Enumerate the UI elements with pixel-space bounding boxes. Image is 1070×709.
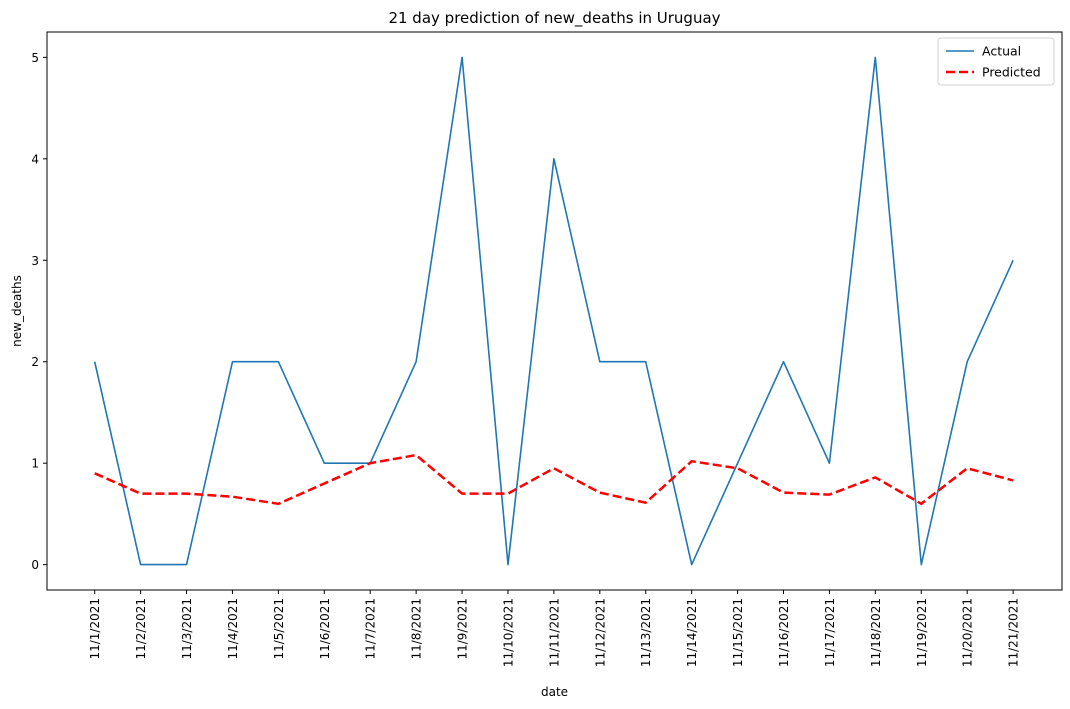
series-actual: [93, 56, 1014, 566]
x-tick-label: 11/16/2021: [777, 598, 791, 667]
x-tick-label: 11/13/2021: [639, 598, 653, 667]
x-tick-label: 11/2/2021: [134, 598, 148, 660]
x-tick-label: 11/20/2021: [961, 598, 975, 667]
x-tick-label: 11/12/2021: [593, 598, 607, 667]
y-tick-label: 0: [31, 558, 39, 572]
x-axis: 11/1/2021 11/2/2021 11/3/2021 11/4/2021 11/5…: [88, 590, 1021, 667]
legend: Actual Predicted: [937, 37, 1055, 86]
x-tick-label: 11/5/2021: [272, 598, 286, 660]
y-tick-label: 2: [31, 355, 39, 369]
y-tick-label: 4: [31, 152, 39, 166]
legend-label-predicted: Predicted: [982, 65, 1041, 80]
x-tick-label: 11/19/2021: [915, 598, 929, 667]
x-tick-label: 11/18/2021: [869, 598, 883, 667]
series-layer: [93, 56, 1014, 566]
x-tick-label: 11/3/2021: [180, 598, 194, 660]
legend-label-actual: Actual: [982, 44, 1021, 59]
series-predicted: [94, 453, 1014, 506]
chart-title: 21 day prediction of new_deaths in Urugu…: [388, 9, 720, 28]
x-axis-label: date: [541, 685, 568, 699]
x-tick-label: 11/8/2021: [410, 598, 424, 660]
x-tick-label: 11/1/2021: [88, 598, 102, 660]
series-line-predicted: [94, 453, 1014, 506]
y-axis-label: new_deaths: [10, 275, 24, 347]
x-tick-label: 11/6/2021: [318, 598, 332, 660]
y-tick-label: 5: [31, 51, 39, 65]
plot-frame: [46, 31, 1063, 591]
series-line-actual: [93, 56, 1014, 566]
x-tick-label: 11/7/2021: [364, 598, 378, 660]
y-tick-label: 1: [31, 457, 39, 471]
x-tick-label: 11/15/2021: [731, 598, 745, 667]
plot-area: [46, 31, 1063, 591]
y-tick-label: 3: [31, 254, 39, 268]
x-tick-label: 11/17/2021: [823, 598, 837, 667]
y-axis: 0 1 2 3 4 5: [31, 51, 47, 572]
x-tick-label: 11/9/2021: [456, 598, 470, 660]
x-tick-label: 11/11/2021: [547, 598, 561, 667]
x-tick-label: 11/4/2021: [226, 598, 240, 660]
x-tick-label: 11/10/2021: [501, 598, 515, 667]
x-tick-label: 11/14/2021: [685, 598, 699, 667]
x-tick-label: 11/21/2021: [1007, 598, 1021, 667]
